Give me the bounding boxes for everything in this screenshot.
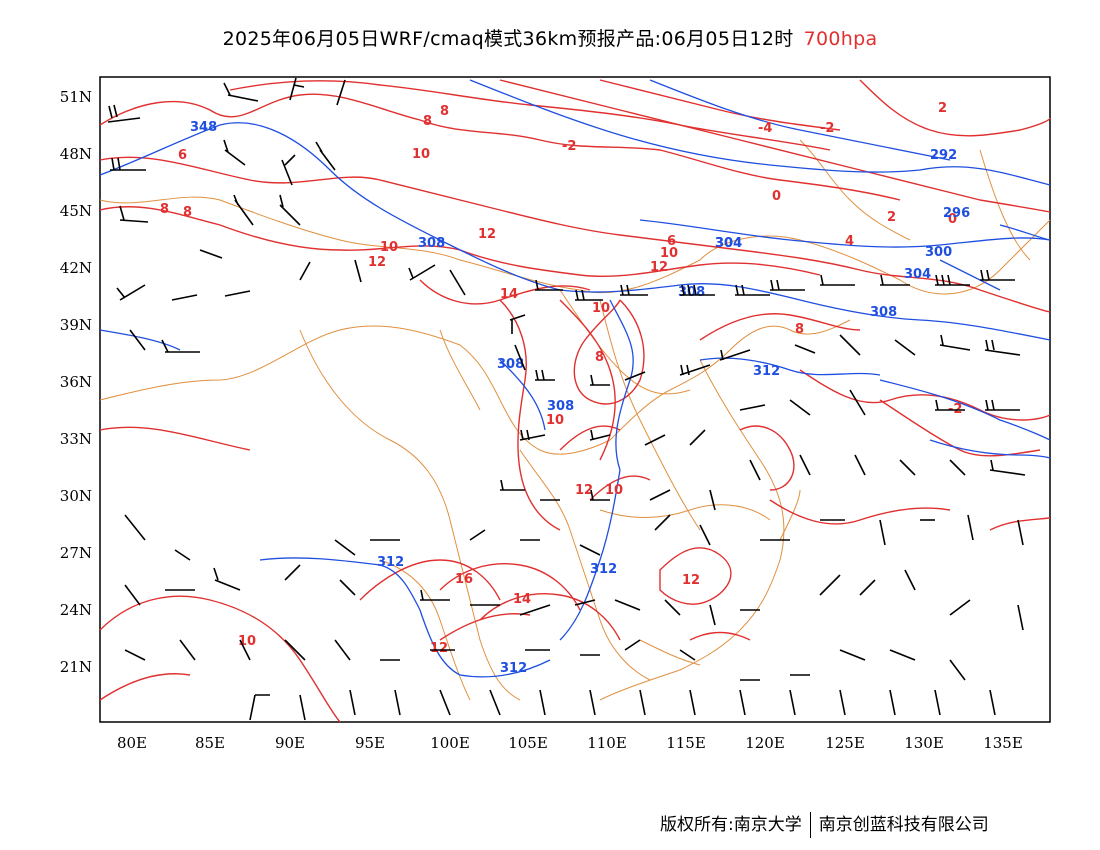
y-tick-label: 42N (60, 259, 92, 277)
y-tick-label: 27N (60, 544, 92, 562)
height-label: 304 (715, 236, 742, 251)
temp-label: 6 (667, 234, 676, 249)
height-label: 312 (590, 562, 617, 577)
height-label: 292 (930, 148, 957, 163)
temp-label: 10 (412, 147, 430, 162)
temp-label: 8 (160, 202, 169, 217)
footer-separator (809, 812, 811, 838)
height-label: 308 (497, 357, 524, 372)
boundary-lines (99, 139, 1051, 701)
y-tick-label: 33N (60, 430, 92, 448)
y-tick-label: 48N (60, 145, 92, 163)
x-tick-label: 80E (117, 734, 147, 752)
y-axis: 51N 48N 45N 42N 39N 36N 33N 30N 27N 24N … (60, 88, 92, 676)
temperature-labels: 8 -2 -4 -2 8 10 2 0 6 8 8 10 12 4 2 6 30… (160, 101, 962, 656)
temp-label: 8 (423, 114, 432, 129)
y-tick-label: 21N (60, 658, 92, 676)
y-tick-label: 51N (60, 88, 92, 106)
x-tick-label: 85E (195, 734, 225, 752)
copyright-university: 版权所有:南京大学 (660, 815, 802, 835)
temp-label: 14 (500, 287, 518, 302)
height-label: 312 (753, 364, 780, 379)
wind-barbs (107, 77, 1026, 721)
x-tick-label: 130E (904, 734, 944, 752)
title-level: 700hpa (803, 28, 878, 50)
height-label: 312 (377, 555, 404, 570)
x-tick-label: 120E (745, 734, 785, 752)
height-labels: 348 292 296 308 304 304 308 308 308 312 … (190, 120, 970, 676)
temp-label: 10 (592, 301, 610, 316)
temp-label: 6 (178, 148, 187, 163)
temp-label: 12 (430, 641, 448, 656)
temp-label: 12 (682, 573, 700, 588)
temp-label: 8 (440, 104, 449, 119)
height-label-inline: 308 (870, 305, 897, 320)
copyright-company: 南京创蓝科技有限公司 (818, 815, 989, 835)
temp-label: 10 (605, 483, 623, 498)
plot-frame (99, 76, 1051, 723)
x-tick-label: 105E (508, 734, 548, 752)
x-tick-label: 135E (983, 734, 1023, 752)
temp-label: 4 (845, 234, 854, 249)
height-label: 348 (190, 120, 217, 135)
y-tick-label: 36N (60, 373, 92, 391)
temp-label: 10 (660, 246, 678, 261)
height-label: 312 (500, 661, 527, 676)
y-tick-label: 30N (60, 487, 92, 505)
x-tick-label: 125E (825, 734, 865, 752)
temp-label: 2 (938, 101, 947, 116)
x-tick-label: 110E (587, 734, 627, 752)
temp-label: 2 (887, 210, 896, 225)
height-label: 308 (678, 285, 705, 300)
height-label: 308 (418, 236, 445, 251)
height-label-inline: 304 (715, 236, 742, 251)
x-tick-label: 100E (430, 734, 470, 752)
title-main: 2025年06月05日WRF/cmaq模式36km预报产品:06月05日12时 (222, 28, 794, 50)
temp-label: -2 (562, 139, 576, 154)
y-tick-label: 45N (60, 202, 92, 220)
temp-label: 12 (650, 260, 668, 275)
x-axis: 80E 85E 90E 95E 100E 105E 110E 115E 120E… (117, 734, 1023, 752)
y-tick-label: 39N (60, 316, 92, 334)
temp-label: 12 (478, 227, 496, 242)
temp-label: -2 (820, 121, 834, 136)
temp-label: -4 (758, 121, 772, 136)
height-label: 296 (943, 206, 970, 221)
y-tick-label: 24N (60, 601, 92, 619)
height-label: 304 (904, 267, 931, 282)
height-label-inline: 300 (925, 245, 952, 260)
temp-label: 8 (795, 322, 804, 337)
temp-label: 12 (368, 255, 386, 270)
temp-label: 12 (575, 483, 593, 498)
temp-label: 10 (546, 413, 564, 428)
x-tick-label: 90E (275, 734, 305, 752)
temp-label: 14 (513, 592, 531, 607)
temp-label: 10 (380, 240, 398, 255)
temp-label: 0 (948, 212, 957, 227)
copyright-footer: 版权所有:南京大学 南京创蓝科技有限公司 (660, 810, 989, 838)
temp-label: 8 (183, 205, 192, 220)
temp-label: 16 (455, 572, 473, 587)
x-tick-label: 95E (355, 734, 385, 752)
temp-label: 0 (772, 189, 781, 204)
temp-label: 8 (595, 350, 604, 365)
height-label: 308 (547, 399, 574, 414)
chart-title: 2025年06月05日WRF/cmaq模式36km预报产品:06月05日12时 7… (0, 24, 1100, 51)
x-tick-label: 115E (666, 734, 706, 752)
